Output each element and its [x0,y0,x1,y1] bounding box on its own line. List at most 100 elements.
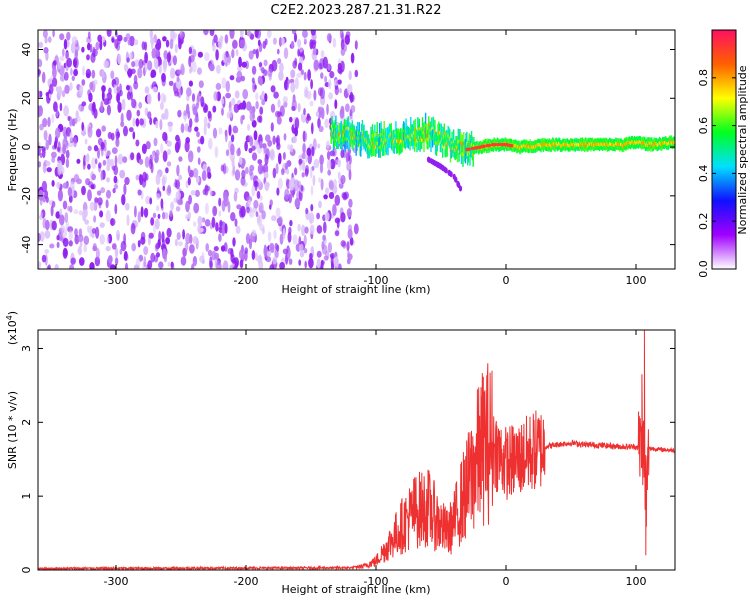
noise-blob [204,104,209,113]
signal-core [389,132,392,136]
noise-blob [188,194,193,205]
noise-blob [286,168,289,175]
noise-blob [195,176,200,184]
noise-blob [91,173,96,181]
signal-core [573,143,575,148]
snr-panel: -300 -200 -100 0 100 0 1 2 3 Height of straight… [5,311,676,596]
noise-blob [46,167,52,173]
noise-blob [106,164,111,172]
noise-blob [87,189,92,202]
signal-core [426,134,428,138]
noise-blob [38,232,41,242]
noise-blob [266,30,272,39]
noise-blob [153,224,156,235]
signal-core [559,144,562,148]
signal-core [623,142,626,146]
noise-blob [156,193,161,200]
noise-blob [197,92,202,102]
signal-core [357,131,359,135]
signal-core [528,145,530,149]
noise-blob [213,34,218,44]
noise-blob [319,87,325,100]
signal-core [598,142,600,146]
signal-core [552,142,555,146]
noise-blob [87,31,91,40]
noise-blob [73,174,80,183]
noise-blob [47,264,51,269]
noise-blob [213,91,219,101]
signal-core [389,134,391,138]
noise-blob [144,86,150,94]
noise-blob [101,70,105,79]
noise-blob [174,43,178,54]
noise-blob [327,169,332,176]
noise-blob [105,210,111,222]
noise-blob [296,72,303,78]
noise-blob [54,140,58,149]
noise-blob [177,199,184,206]
noise-region [38,30,359,269]
noise-blob [272,256,278,265]
signal-core [431,127,433,131]
signal-core [626,142,629,146]
noise-blob [189,118,193,128]
signal-core [594,142,596,146]
noise-blob [297,62,303,71]
signal-core [384,141,386,146]
signal-core [352,136,354,140]
noise-blob [187,150,194,163]
noise-blob [155,42,161,50]
noise-blob [218,127,223,135]
noise-blob [198,227,204,233]
noise-blob [59,55,65,62]
signal-core [340,130,342,135]
signal-core [669,140,672,145]
noise-blob [259,224,265,232]
signal-core [381,138,383,142]
noise-blob [245,166,249,175]
noise-blob [230,134,235,143]
noise-blob [235,127,239,133]
noise-blob [177,109,182,118]
noise-blob [100,142,105,150]
noise-blob [51,113,55,124]
signal-peak [505,143,509,147]
noise-blob [192,106,198,116]
noise-blob [248,135,253,142]
noise-blob [167,148,171,155]
noise-blob [150,252,156,263]
noise-blob [44,36,48,44]
signal-core [578,143,580,147]
noise-blob [73,69,78,77]
tail-blob [452,173,456,180]
noise-blob [39,152,43,158]
noise-blob [87,42,91,51]
noise-blob [38,189,44,201]
noise-blob [38,90,41,98]
noise-blob [175,179,181,190]
noise-blob [207,249,213,257]
noise-blob [38,145,41,157]
x-tick-label: -100 [364,575,389,588]
noise-blob [197,215,203,226]
noise-blob [272,135,276,145]
noise-blob [188,46,193,55]
noise-blob [84,138,88,145]
noise-blob [152,212,157,219]
noise-blob [204,202,209,215]
signal-core [514,143,516,148]
noise-blob [241,114,245,121]
noise-blob [290,82,296,93]
signal-core [467,152,469,156]
noise-blob [110,217,114,227]
noise-blob [255,252,258,262]
signal-core [613,143,615,147]
signal-core [415,136,417,140]
noise-blob [308,257,314,269]
noise-blob [334,85,339,96]
noise-blob [126,109,132,121]
noise-blob [65,158,70,169]
signal-core [661,142,663,147]
noise-blob [63,38,68,50]
noise-blob [256,190,261,199]
